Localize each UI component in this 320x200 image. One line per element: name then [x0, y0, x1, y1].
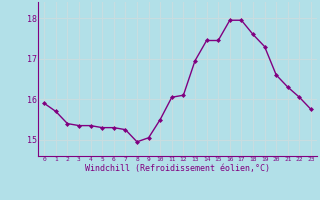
X-axis label: Windchill (Refroidissement éolien,°C): Windchill (Refroidissement éolien,°C): [85, 164, 270, 173]
